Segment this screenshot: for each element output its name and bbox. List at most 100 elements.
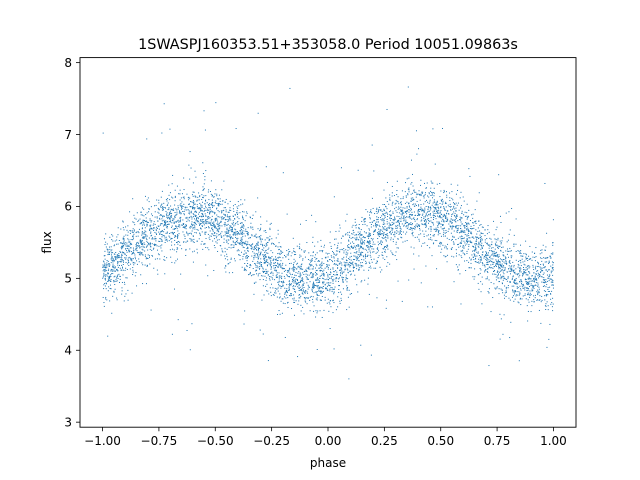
data-point	[472, 276, 474, 278]
data-point	[129, 243, 131, 245]
data-point	[200, 204, 202, 206]
data-point	[214, 193, 216, 195]
data-point	[382, 214, 384, 216]
data-point	[425, 224, 427, 226]
data-point	[428, 213, 430, 215]
data-point	[278, 285, 280, 287]
data-point	[519, 271, 521, 273]
data-point	[159, 224, 161, 226]
data-point	[139, 242, 141, 244]
data-point	[160, 214, 162, 216]
data-point	[146, 138, 148, 140]
data-point	[169, 218, 171, 220]
data-point	[118, 261, 120, 263]
data-point	[346, 289, 348, 291]
data-point	[185, 217, 187, 219]
data-point	[144, 254, 146, 256]
data-point	[394, 208, 396, 210]
data-point	[360, 240, 362, 242]
data-point	[343, 271, 345, 273]
data-point	[278, 248, 280, 250]
data-point	[294, 251, 296, 253]
data-point	[415, 203, 417, 205]
data-point	[221, 216, 223, 218]
data-point	[409, 223, 411, 225]
data-point	[141, 246, 143, 248]
data-point	[324, 284, 326, 286]
data-point	[519, 297, 521, 299]
data-point	[309, 268, 311, 270]
data-point	[161, 132, 163, 134]
data-point	[224, 224, 226, 226]
data-point	[237, 207, 239, 209]
data-point	[138, 232, 140, 234]
data-point	[292, 268, 294, 270]
data-point	[518, 250, 520, 252]
data-point	[395, 227, 397, 229]
data-point	[421, 191, 423, 193]
data-point	[173, 232, 175, 233]
data-point	[144, 232, 146, 234]
data-point	[472, 256, 474, 258]
data-point	[349, 270, 351, 272]
data-point	[442, 234, 444, 236]
data-point	[177, 219, 179, 221]
data-point	[159, 258, 161, 260]
data-point	[525, 274, 527, 276]
data-point	[255, 211, 257, 213]
data-point	[234, 243, 236, 245]
data-point	[257, 197, 259, 199]
data-point	[503, 258, 505, 260]
data-point	[371, 239, 373, 241]
data-point	[206, 221, 208, 223]
data-point	[210, 220, 212, 222]
data-point	[377, 257, 379, 259]
data-point	[202, 188, 204, 190]
data-point	[382, 228, 384, 230]
data-point	[171, 238, 173, 240]
data-point	[377, 211, 379, 213]
data-point	[218, 225, 220, 227]
data-point	[375, 225, 377, 227]
data-point	[357, 264, 359, 266]
data-point	[199, 216, 201, 217]
data-point	[300, 268, 302, 270]
data-point	[320, 287, 322, 289]
data-point	[344, 266, 346, 268]
data-point	[132, 274, 134, 276]
data-point	[510, 321, 512, 323]
data-point	[105, 283, 107, 285]
data-point	[315, 316, 317, 318]
data-point	[509, 247, 511, 249]
data-point	[525, 279, 527, 281]
data-point	[422, 191, 424, 193]
data-point	[552, 297, 554, 299]
data-point	[256, 237, 258, 239]
data-point	[244, 230, 246, 232]
data-point	[317, 279, 319, 281]
data-point	[455, 202, 457, 204]
data-point	[298, 284, 300, 286]
data-point	[333, 263, 335, 265]
data-point	[270, 257, 272, 259]
data-point	[259, 253, 261, 255]
data-point	[195, 196, 197, 198]
data-point	[291, 276, 293, 278]
data-point	[378, 231, 380, 233]
data-point	[367, 241, 369, 243]
data-point	[493, 220, 495, 222]
data-point	[329, 277, 331, 279]
data-point	[286, 302, 288, 304]
data-point	[145, 217, 147, 219]
data-point	[145, 234, 147, 236]
data-point	[287, 252, 289, 254]
data-point	[396, 200, 398, 202]
data-point	[441, 217, 443, 219]
data-point	[270, 222, 272, 224]
data-point	[150, 246, 152, 248]
data-point	[492, 258, 494, 260]
data-point	[105, 298, 107, 300]
data-point	[312, 284, 314, 286]
data-point	[221, 203, 223, 205]
data-point	[316, 312, 318, 314]
